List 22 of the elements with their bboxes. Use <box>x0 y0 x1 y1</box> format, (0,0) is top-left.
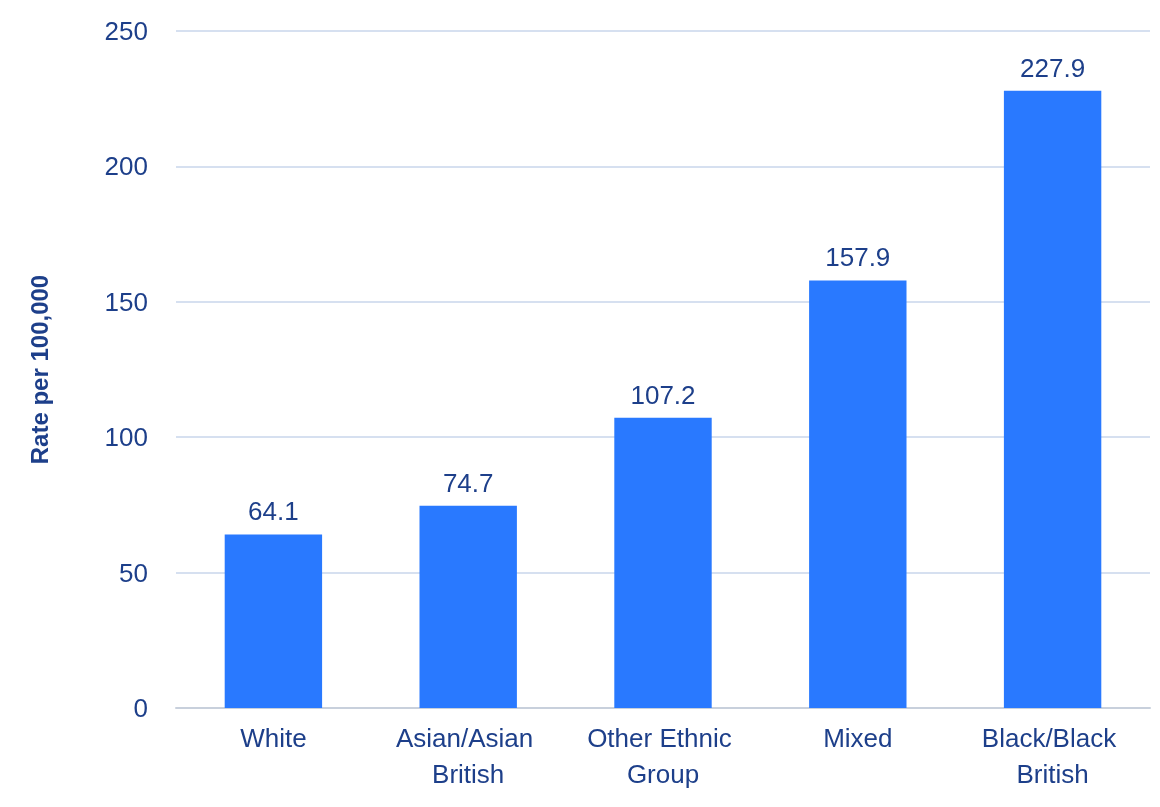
y-tick-label: 100 <box>104 422 148 453</box>
data-label: 157.9 <box>825 242 891 273</box>
y-axis-title: Rate per 100,000 <box>25 274 53 465</box>
data-label: 64.1 <box>248 496 299 527</box>
y-tick-label: 250 <box>104 16 148 46</box>
x-tick-label: Black/Black British <box>981 723 1124 789</box>
x-tick-label: Other Ethnic Group <box>587 723 739 789</box>
bar <box>419 505 517 708</box>
y-tick-label: 50 <box>119 557 148 588</box>
y-tick-label: 150 <box>104 286 148 317</box>
bar <box>809 280 907 708</box>
x-tick-label: White <box>240 723 307 753</box>
x-tick-label: Mixed <box>823 723 893 753</box>
data-label: 107.2 <box>630 379 696 410</box>
bar <box>224 534 323 708</box>
bar <box>614 417 712 708</box>
data-label: 74.7 <box>442 467 494 498</box>
bar <box>1003 90 1102 708</box>
x-tick-label: Asian/Asian British <box>395 723 541 789</box>
y-tick-label: 0 <box>133 693 148 723</box>
y-tick-label: 200 <box>104 151 148 182</box>
data-label: 227.9 <box>1020 52 1086 83</box>
